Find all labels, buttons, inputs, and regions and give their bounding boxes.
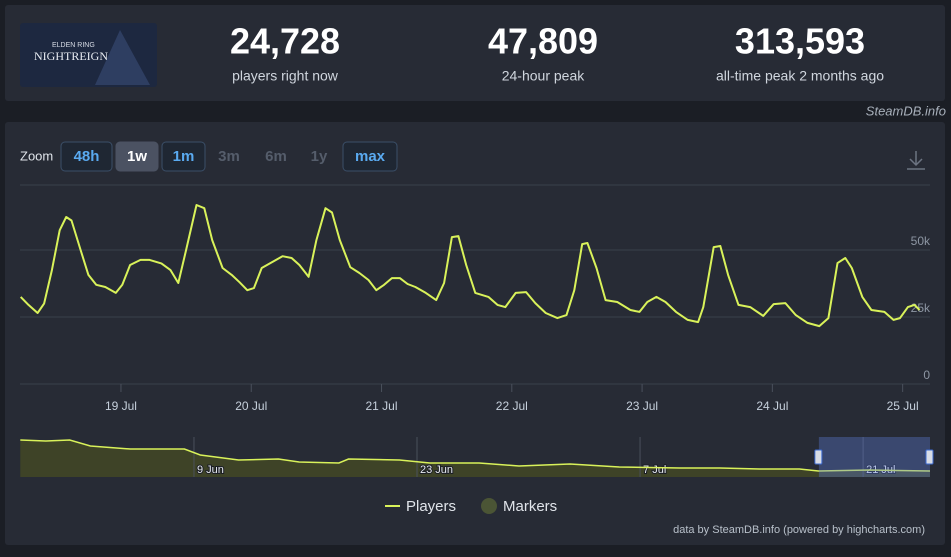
legend-swatch[interactable] xyxy=(481,498,497,514)
y-tick-label: 25k xyxy=(911,301,931,315)
zoom-button[interactable] xyxy=(161,141,206,172)
logo-line2: NIGHTREIGN xyxy=(34,49,108,63)
x-tick-label: 22 Jul xyxy=(496,399,528,413)
zoom-button-label[interactable]: 48h xyxy=(74,148,100,165)
navigator-tick-label: 9 Jun xyxy=(197,464,224,476)
credit[interactable]: data by SteamDB.info (powered by highcha… xyxy=(673,524,925,536)
zoom-button-label[interactable]: max xyxy=(355,148,386,165)
zoom-button[interactable] xyxy=(115,141,159,172)
zoom-button[interactable] xyxy=(60,141,113,172)
zoom-button-label: 6m xyxy=(265,148,287,165)
y-tick-label: 0 xyxy=(923,368,930,382)
x-tick-label: 21 Jul xyxy=(366,399,398,413)
stats-panel xyxy=(5,5,945,101)
stat-label: players right now xyxy=(232,68,339,84)
y-tick-label: 50k xyxy=(911,234,931,248)
navigator-handle[interactable] xyxy=(814,449,823,465)
download-icon[interactable] xyxy=(907,151,925,170)
x-tick-label: 23 Jul xyxy=(626,399,658,413)
legend-label[interactable]: Players xyxy=(406,498,456,515)
legend-label[interactable]: Markers xyxy=(503,498,557,515)
logo-art xyxy=(95,30,150,85)
navigator-area xyxy=(20,440,931,477)
navigator-selection[interactable] xyxy=(818,437,930,477)
zoom-label: Zoom xyxy=(20,148,53,163)
stat-value: 313,593 xyxy=(735,21,865,62)
stat-label: 24-hour peak xyxy=(502,68,586,84)
navigator-tick-label: 7 Jul xyxy=(643,464,666,476)
x-tick-label: 19 Jul xyxy=(105,399,137,413)
zoom-button[interactable] xyxy=(342,141,398,172)
x-tick-label: 24 Jul xyxy=(756,399,788,413)
navigator-tick-label: 23 Jun xyxy=(420,464,453,476)
chart-panel xyxy=(5,122,945,545)
zoom-button-label: 1y xyxy=(311,148,328,165)
source[interactable]: SteamDB.info xyxy=(866,103,946,118)
stat-value: 47,809 xyxy=(488,21,598,62)
x-tick-label: 20 Jul xyxy=(235,399,267,413)
download-glyph xyxy=(907,151,925,170)
navigator-line xyxy=(20,439,931,472)
series-line xyxy=(19,204,921,328)
stat-label: all-time peak 2 months ago xyxy=(716,68,884,84)
stat-value: 24,728 xyxy=(230,21,340,62)
zoom-button-label: 3m xyxy=(218,148,240,165)
navigator-handle[interactable] xyxy=(925,449,934,465)
zoom-button-label[interactable]: 1w xyxy=(127,148,147,165)
logo-line1: ELDEN RING xyxy=(52,42,95,49)
x-tick-label: 25 Jul xyxy=(887,399,919,413)
zoom-button-label[interactable]: 1m xyxy=(173,148,195,165)
